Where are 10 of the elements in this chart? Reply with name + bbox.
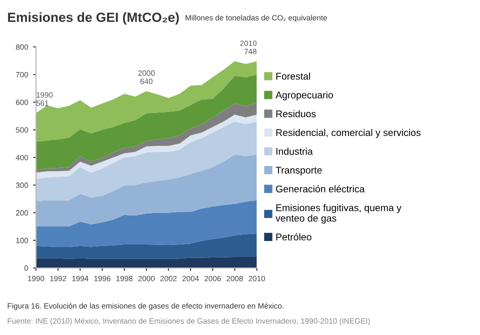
legend-label: Generación eléctrica [276,185,365,192]
legend-label: Industria [276,148,313,155]
legend-label: Agropecuario [276,91,333,100]
legend-label: Residuos [276,110,316,118]
legend-label: Residencial, comercial y servicios [276,128,421,138]
legend-label: Emisiones fugitivas, quema y venteo de gas [276,204,402,224]
legend-label: Transporte [276,166,322,176]
legend-label: Forestal [276,72,310,80]
legend-label: Petróleo [276,233,312,240]
chart-title: Emisiones de GEI (MtCO₂e) [8,12,179,25]
